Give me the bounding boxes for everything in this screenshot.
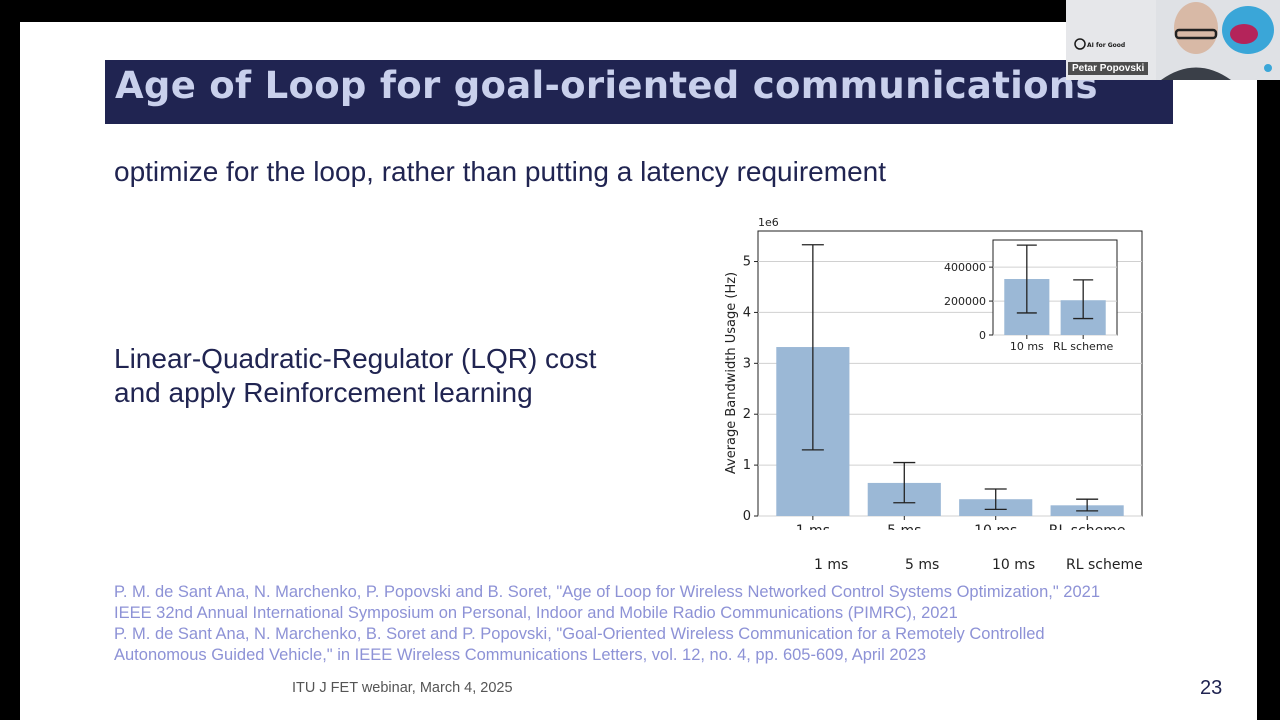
reference-line: P. M. de Sant Ana, N. Marchenko, P. Popo… [114, 583, 1101, 601]
x-tick-label: RL scheme [1053, 340, 1114, 353]
reference-line: Autonomous Guided Vehicle," in IEEE Wire… [114, 646, 927, 664]
y-tick-label: 400000 [944, 261, 986, 274]
x-tick-label: 5 ms [887, 523, 921, 530]
y-tick-label: 2 [743, 407, 751, 422]
reference-line: IEEE 32nd Annual International Symposium… [114, 604, 958, 622]
x-tick-label: 10 ms [974, 523, 1017, 530]
body-text: Linear-Quadratic-Regulator (LQR) cost an… [114, 342, 694, 410]
body-line: Linear-Quadratic-Regulator (LQR) cost [114, 343, 597, 374]
x-tick-label: RL scheme [1049, 523, 1126, 530]
page-number: 23 [1200, 677, 1223, 699]
duplicate-category-label: RL scheme [1066, 557, 1143, 573]
slide-subtitle: optimize for the loop, rather than putti… [114, 156, 886, 187]
y-axis-label: Average Bandwidth Usage (Hz) [724, 272, 739, 474]
participant-video-tile[interactable]: AI for Good Petar Popovski [1066, 0, 1280, 80]
y-tick-label: 3 [743, 356, 751, 371]
y-multiplier: 1e6 [758, 216, 779, 229]
title-bar: Age of Loop for goal-oriented communicat… [105, 60, 1173, 124]
duplicate-category-label: 1 ms [814, 557, 849, 573]
duplicate-category-label: 5 ms [905, 557, 940, 573]
duplicate-category-label: 10 ms [992, 557, 1036, 573]
body-line: and apply Reinforcement learning [114, 377, 533, 408]
x-tick-label: 1 ms [796, 523, 830, 530]
participant-name-tag: Petar Popovski [1068, 62, 1149, 75]
y-tick-label: 4 [743, 305, 751, 320]
y-tick-label: 1 [743, 458, 751, 473]
bandwidth-chart: 0 1 2 3 4 5 1 ms 5 ms 10 ms RL scheme 1e6 Average B… [724, 216, 1143, 530]
y-tick-label: 0 [743, 509, 751, 524]
y-tick-label: 5 [743, 255, 751, 270]
ai-for-good-logo: AI for Good [1074, 38, 1125, 50]
x-tick-label: 10 ms [1010, 340, 1044, 353]
references: P. M. de Sant Ana, N. Marchenko, P. Popo… [114, 582, 1234, 666]
participant-avatar [1156, 0, 1280, 80]
reference-line: P. M. de Sant Ana, N. Marchenko, B. Sore… [114, 625, 1045, 643]
y-tick-label: 0 [979, 329, 986, 342]
slide-footer: ITU J FET webinar, March 4, 2025 [292, 680, 513, 696]
slide-title: Age of Loop for goal-oriented communicat… [115, 64, 1098, 107]
logo-text: AI for Good [1087, 42, 1125, 49]
y-tick-label: 200000 [944, 295, 986, 308]
